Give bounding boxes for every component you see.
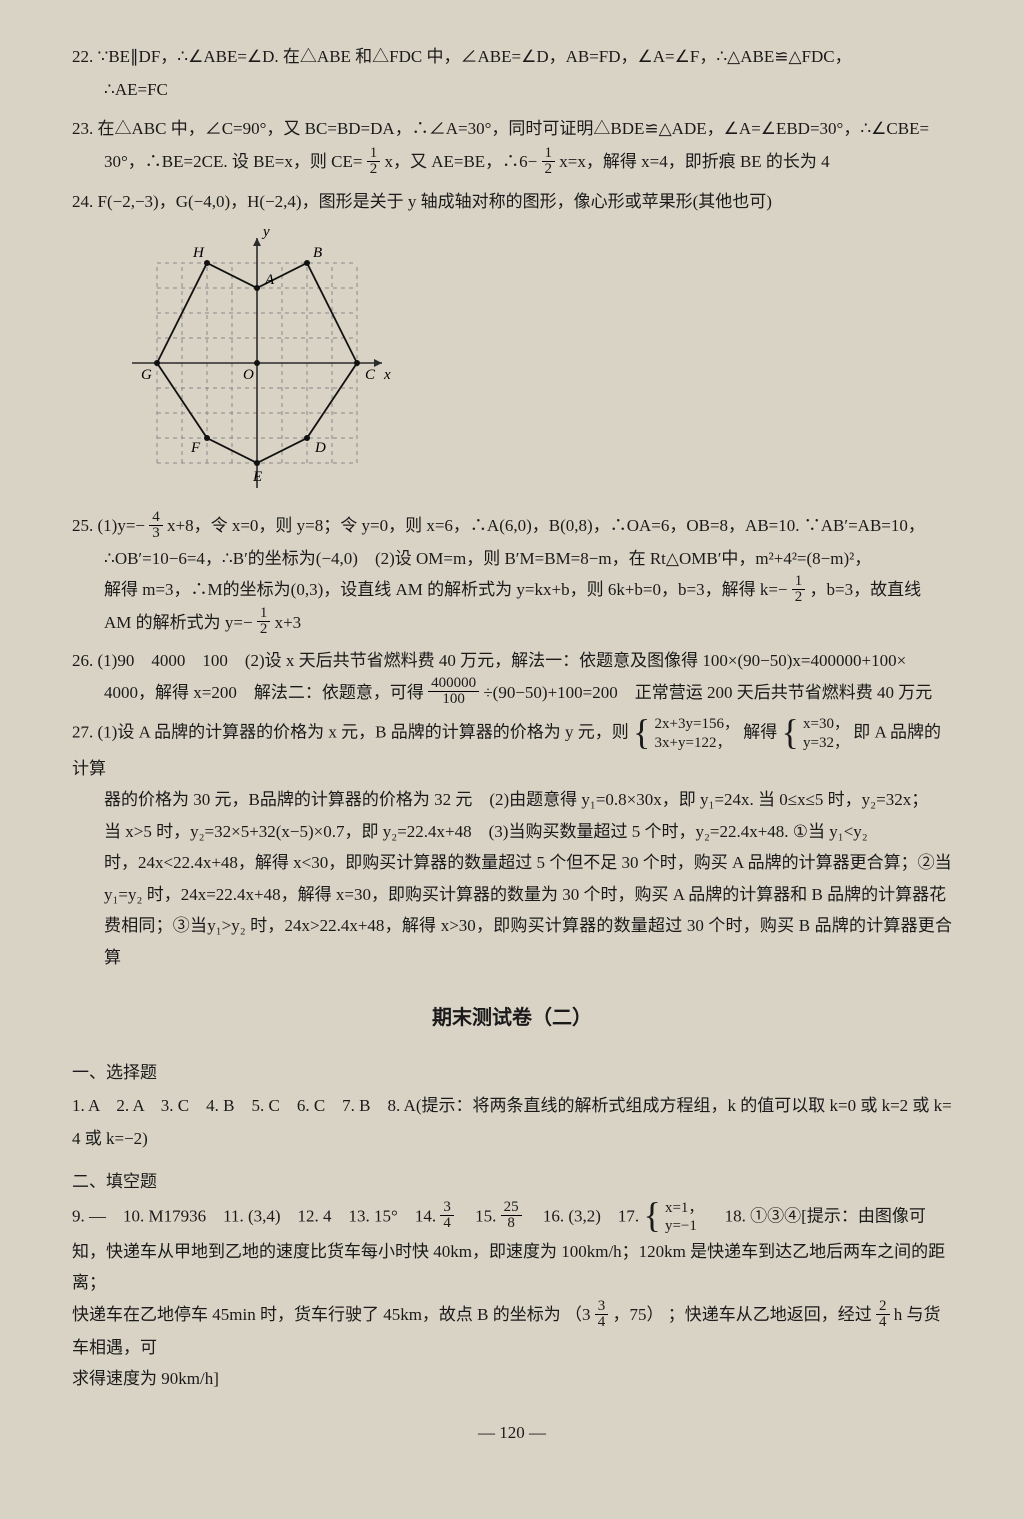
sec2-c: 16. (3,2) 17. — [526, 1206, 644, 1225]
problem-26: 26. (1)90 4000 100 (2)设 x 天后共节省燃料费 40 万元… — [72, 645, 952, 709]
sec1-a: 1. A 2. A 3. C 4. B 5. C 6. C 7. B 8. A(… — [72, 1089, 952, 1122]
p27-line4: 时，24x<22.4x+48，解得 x<30，即购买计算器的数量超过 5 个但不… — [72, 847, 952, 878]
p27-mid: 解得 — [743, 723, 777, 742]
p23-line2: 30°，∴BE=2CE. 设 BE=x，则 CE= 12 x，又 AE=BE，∴… — [72, 145, 952, 179]
p27-line2: 器的价格为 30 元，B品牌的计算器的价格为 32 元 (2)由题意得 y₁=0… — [72, 784, 952, 815]
frac-half-1: 12 — [367, 146, 381, 177]
p26-b: 4000，解得 x=200 解法二：依题意，可得 — [104, 683, 424, 702]
svg-text:E: E — [252, 469, 262, 485]
sys-1: 2x+3y=156， 3x+y=122， — [655, 715, 739, 753]
sec2-fa: 快递车在乙地停车 45min 时，货车行驶了 45km，故点 B 的坐标为 — [72, 1305, 561, 1324]
frac-half-2: 12 — [542, 146, 556, 177]
p25-line3: 解得 m=3，∴M的坐标为(0,3)，设直线 AM 的解析式为 y=kx+b，则… — [72, 574, 952, 607]
mixed-open: （ — [565, 1305, 582, 1324]
sys1b: 3x+y=122， — [655, 735, 732, 751]
page: 22. ∵BE∥DF，∴∠ABE=∠D. 在△ABE 和△FDC 中，∠ABE=… — [72, 0, 952, 1480]
mixed-close: ） — [647, 1305, 664, 1324]
sec2-line3: 快递车在乙地停车 45min 时，货车行驶了 45km，故点 B 的坐标为 （3… — [72, 1299, 952, 1363]
sec2-line1: 9. — 10. M17936 11. (3,4) 12. 4 13. 15° … — [72, 1199, 952, 1237]
p25-f: AM 的解析式为 y=− — [104, 613, 253, 632]
sec2-fb: ，75 — [613, 1305, 647, 1324]
p26-c: ÷(90−50)+100=200 正常营运 200 天后共节省燃料费 40 万元 — [483, 683, 932, 702]
svg-text:C: C — [365, 367, 376, 383]
coordinate-graph: H B A G O Cx y F D E — [122, 228, 392, 498]
sec2-d: 18. ①③④[提示：由图像可 — [708, 1206, 926, 1225]
sec2-line4: 求得速度为 90km/h] — [72, 1363, 952, 1394]
frac-half-3: 12 — [792, 574, 806, 605]
p27-line1: 27. (1)设 A 品牌的计算器的价格为 x 元，B 品牌的计算器的价格为 y… — [72, 715, 952, 784]
frac-half-4: 12 — [257, 606, 271, 637]
p27-line5: y₁=y₂ 时，24x=22.4x+48，解得 x=30，即购买计算器的数量为 … — [72, 879, 952, 910]
problem-27: 27. (1)设 A 品牌的计算器的价格为 x 元，B 品牌的计算器的价格为 y… — [72, 715, 952, 973]
frac-25-8: 258 — [501, 1200, 522, 1231]
p22-line2: ∴AE=FC — [72, 73, 952, 106]
frac-ret: 24 — [876, 1299, 890, 1330]
problem-25: 25. (1)y=− 43 x+8，令 x=0，则 y=8；令 y=0，则 x=… — [72, 510, 952, 639]
page-number: — 120 — — [72, 1416, 952, 1449]
svg-text:x: x — [383, 367, 391, 383]
sec2-a: 9. — 10. M17936 11. (3,4) 12. 4 13. 15° … — [72, 1206, 440, 1225]
frac-400000: 400000100 — [428, 676, 479, 707]
p24-line1: 24. F(−2,−3)，G(−4,0)，H(−2,4)，图形是关于 y 轴成轴… — [72, 185, 952, 218]
sec1-b: 4 或 k=−2) — [72, 1122, 952, 1155]
p25-line4: AM 的解析式为 y=− 12 x+3 — [72, 607, 952, 640]
sys-3: x=1， y=−1 — [665, 1199, 703, 1237]
brace-icon-2: { — [781, 715, 798, 749]
p25-d: 解得 m=3，∴M的坐标为(0,3)，设直线 AM 的解析式为 y=kx+b，则… — [104, 580, 788, 599]
section-2-head: 二、填空题 — [72, 1165, 952, 1198]
p25-a: 25. (1)y=− — [72, 516, 145, 535]
p27-a: 27. (1)设 A 品牌的计算器的价格为 x 元，B 品牌的计算器的价格为 y… — [72, 723, 629, 742]
exam-title-2: 期末测试卷（二） — [72, 999, 952, 1038]
p27-line6: 费相同；③当y₁>y₂ 时，24x>22.4x+48，解得 x>30，即购买计算… — [72, 910, 952, 973]
p26-line2: 4000，解得 x=200 解法二：依题意，可得 400000100 ÷(90−… — [72, 677, 952, 710]
problem-24: 24. F(−2,−3)，G(−4,0)，H(−2,4)，图形是关于 y 轴成轴… — [72, 185, 952, 218]
brace-icon: { — [633, 715, 650, 749]
sys1a: 2x+3y=156， — [655, 716, 739, 732]
svg-text:G: G — [141, 367, 152, 383]
svg-text:H: H — [192, 245, 205, 261]
p27-line3: 当 x>5 时，y₂=32×5+32(x−5)×0.7，即 y₂=22.4x+4… — [72, 816, 952, 847]
p25-g: x+3 — [275, 613, 302, 632]
sec2-line2: 知，快递车从甲地到乙地的速度比货车每小时快 40km，即速度为 100km/h；… — [72, 1236, 952, 1299]
sec2-b: 15. — [458, 1206, 501, 1225]
p23-l2b: x，又 AE=BE，∴6− — [384, 152, 537, 171]
svg-text:O: O — [243, 367, 254, 383]
frac-4-3: 43 — [149, 510, 163, 541]
sys2b: y=32， — [803, 735, 849, 751]
brace-icon-3: { — [643, 1198, 660, 1232]
sec2-answers: 9. — 10. M17936 11. (3,4) 12. 4 13. 15° … — [72, 1199, 952, 1395]
problem-23: 23. 在△ABC 中，∠C=90°，又 BC=BD=DA，∴∠A=30°，同时… — [72, 112, 952, 179]
sec2-fc: ；快递车从乙地返回，经过 — [668, 1305, 872, 1324]
sys2a: x=30， — [803, 716, 849, 732]
p22-line1: 22. ∵BE∥DF，∴∠ABE=∠D. 在△ABE 和△FDC 中，∠ABE=… — [72, 40, 952, 73]
section-1-head: 一、选择题 — [72, 1056, 952, 1089]
p25-line1: 25. (1)y=− 43 x+8，令 x=0，则 y=8；令 y=0，则 x=… — [72, 510, 952, 543]
svg-text:A: A — [264, 272, 275, 288]
graph-figure: H B A G O Cx y F D E — [72, 228, 952, 498]
p25-b: x+8，令 x=0，则 y=8；令 y=0，则 x=6，∴A(6,0)，B(0,… — [167, 516, 925, 535]
svg-text:y: y — [261, 228, 270, 240]
frac-mixed: 34 — [595, 1299, 609, 1330]
p25-line2: ∴OB′=10−6=4，∴B′的坐标为(−4,0) (2)设 OM=m，则 B′… — [72, 543, 952, 574]
sec1-answers: 1. A 2. A 3. C 4. B 5. C 6. C 7. B 8. A(… — [72, 1089, 952, 1155]
svg-text:D: D — [314, 440, 326, 456]
p23-l2c: x=x，解得 x=4，即折痕 BE 的长为 4 — [559, 152, 829, 171]
svg-text:B: B — [313, 245, 322, 261]
p25-e: ，b=3，故直线 — [810, 580, 922, 599]
p23-l2a: 30°，∴BE=2CE. 设 BE=x，则 CE= — [104, 152, 362, 171]
sys3b: y=−1 — [665, 1218, 697, 1234]
svg-text:F: F — [190, 440, 201, 456]
p26-line1: 26. (1)90 4000 100 (2)设 x 天后共节省燃料费 40 万元… — [72, 645, 952, 676]
sys-2: x=30， y=32， — [803, 715, 849, 753]
sys3a: x=1， — [665, 1200, 703, 1216]
problem-22: 22. ∵BE∥DF，∴∠ABE=∠D. 在△ABE 和△FDC 中，∠ABE=… — [72, 40, 952, 106]
mixedw: 3 — [582, 1305, 591, 1324]
frac-3-4: 34 — [440, 1200, 454, 1231]
p23-line1: 23. 在△ABC 中，∠C=90°，又 BC=BD=DA，∴∠A=30°，同时… — [72, 112, 952, 145]
